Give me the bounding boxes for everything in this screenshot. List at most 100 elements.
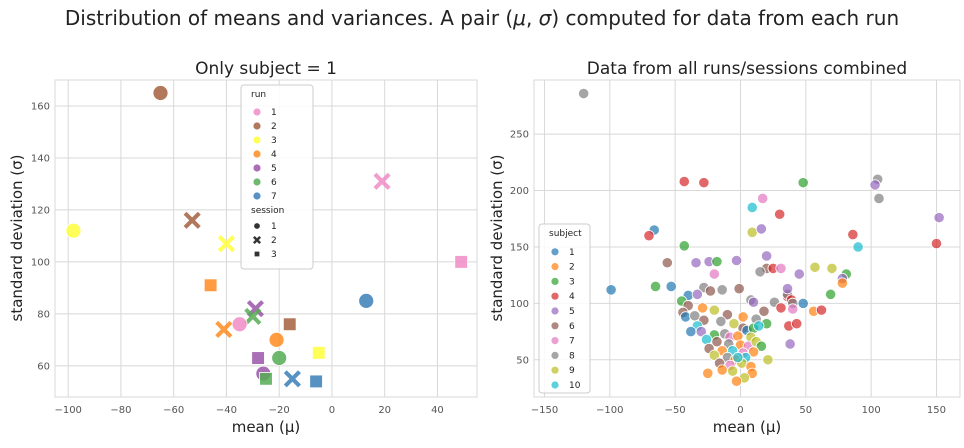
y-tick-label: 140 — [31, 153, 50, 164]
data-point — [787, 303, 799, 315]
data-point — [847, 228, 859, 241]
data-point — [203, 278, 218, 293]
data-point — [689, 310, 701, 322]
legend-marker — [551, 263, 559, 271]
legend-label: 4 — [569, 292, 575, 302]
data-point — [775, 262, 787, 274]
legend-marker — [253, 136, 261, 144]
data-point — [605, 284, 617, 296]
data-point — [708, 349, 720, 361]
right-data-points — [578, 87, 945, 387]
data-point — [215, 320, 233, 339]
data-point — [930, 237, 943, 250]
x-tick-label: 40 — [431, 405, 444, 416]
y-tick-label: 100 — [510, 299, 529, 310]
data-point — [753, 320, 765, 332]
data-point — [809, 261, 821, 273]
data-point — [152, 85, 169, 101]
data-point — [730, 254, 743, 267]
x-tick-label: 0 — [737, 405, 743, 416]
right-y-axis-label: standard deviation (σ) — [488, 155, 506, 322]
data-point — [797, 297, 809, 309]
legend-label: 9 — [569, 366, 575, 376]
data-point — [784, 338, 796, 350]
data-point — [695, 325, 707, 338]
data-point — [661, 257, 673, 269]
x-tick-label: 20 — [378, 405, 391, 416]
data-point — [715, 315, 727, 328]
x-tick-label: −20 — [269, 405, 290, 416]
data-point — [696, 302, 709, 314]
data-point — [702, 367, 714, 379]
data-point — [746, 201, 758, 214]
legend-marker — [252, 235, 262, 245]
legend-label: 5 — [569, 307, 575, 317]
data-point — [852, 241, 864, 253]
legend-title: session — [251, 206, 284, 216]
legend-label: 6 — [271, 178, 277, 188]
data-point — [268, 331, 285, 348]
right-x-axis-label: mean (μ) — [713, 418, 782, 436]
legend-marker — [551, 307, 559, 315]
left-tick-labels: −100 −80 −60 −40 −20 0 20 40 60 80 100 120 140 160 — [31, 101, 444, 416]
legend-marker — [551, 292, 559, 300]
data-point — [716, 284, 728, 296]
data-point — [775, 302, 787, 314]
legend-marker — [551, 381, 559, 389]
data-point — [762, 354, 774, 366]
data-point — [231, 316, 248, 333]
data-point — [836, 277, 848, 289]
y-tick-label: 80 — [37, 309, 50, 320]
data-point — [754, 266, 766, 278]
legend-marker — [253, 108, 261, 116]
data-point — [747, 296, 760, 308]
data-point — [732, 351, 744, 364]
y-tick-label: 120 — [31, 205, 50, 216]
data-point — [282, 317, 297, 332]
legend-label: 1 — [271, 108, 277, 118]
data-point — [578, 87, 590, 100]
legend-label: 6 — [569, 322, 575, 332]
x-tick-label: 0 — [329, 405, 335, 416]
x-tick-label: −50 — [665, 405, 686, 416]
legend-label: 7 — [271, 192, 277, 202]
y-tick-label: 60 — [37, 361, 50, 372]
data-point — [244, 307, 262, 326]
left-scatter-panel: −100 −80 −60 −40 −20 0 20 40 60 80 100 120 140 160 On… — [8, 59, 478, 436]
left-chart-title: Only subject = 1 — [195, 59, 337, 79]
data-point — [665, 280, 677, 293]
legend-label: 4 — [271, 150, 277, 160]
x-tick-label: −100 — [596, 405, 623, 416]
left-x-axis-label: mean (μ) — [232, 418, 301, 436]
right-legend: subject 1 2 3 4 5 6 7 8 9 10 — [538, 223, 591, 394]
data-point — [869, 179, 881, 191]
data-point — [649, 280, 662, 293]
data-point — [678, 240, 690, 252]
y-tick-label: 160 — [31, 101, 50, 112]
data-point — [755, 340, 767, 352]
legend-marker — [253, 250, 261, 258]
legend-label: 2 — [271, 122, 277, 132]
data-point — [251, 351, 265, 365]
data-point — [733, 283, 745, 295]
legend-title: run — [251, 90, 266, 100]
right-tick-labels: −150 −100 −50 0 50 100 150 50 100 150 200 250 — [510, 130, 946, 416]
data-point — [358, 292, 375, 309]
legend-marker — [253, 150, 261, 158]
legend-marker — [253, 164, 261, 172]
x-tick-label: 100 — [862, 405, 881, 416]
data-point — [704, 285, 717, 297]
data-point — [781, 283, 794, 295]
y-tick-label: 50 — [516, 355, 529, 366]
data-point — [728, 318, 740, 330]
data-point — [698, 177, 710, 189]
data-point — [309, 374, 323, 389]
data-point — [283, 370, 301, 388]
data-point — [271, 350, 288, 366]
right-chart-title: Data from all runs/sessions combined — [587, 59, 907, 79]
left-plot-frame — [54, 79, 478, 398]
legend-marker — [253, 222, 261, 230]
data-point — [727, 365, 739, 377]
data-point — [259, 372, 273, 386]
